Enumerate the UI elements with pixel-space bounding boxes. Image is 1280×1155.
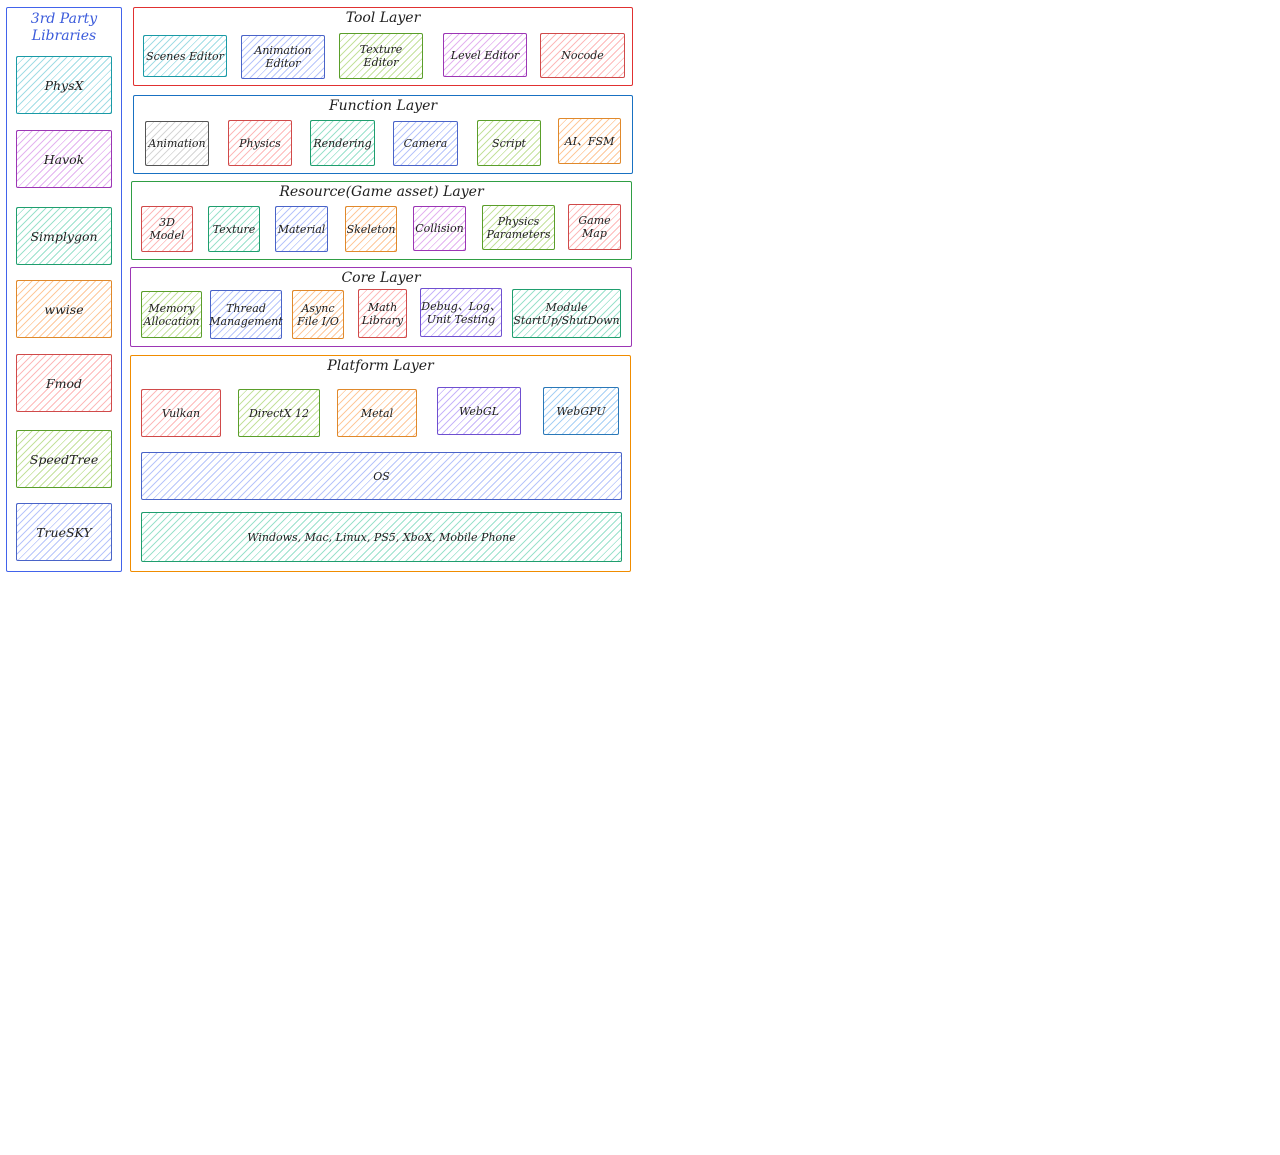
- os-bar: OS: [141, 452, 622, 500]
- api-metal: Metal: [337, 389, 417, 437]
- lib-simplygon: Simplygon: [16, 207, 112, 265]
- function-physics: Physics: [228, 120, 292, 166]
- core-async-file-io: Async File I/O: [292, 290, 344, 339]
- platform-layer-title: Platform Layer: [327, 358, 434, 374]
- function-layer-title: Function Layer: [328, 98, 438, 114]
- tool-layer-title: Tool Layer: [345, 10, 421, 26]
- resource-layer-title: Resource(Game asset) Layer: [279, 184, 484, 200]
- core-debug-log-testing: Debug、Log、 Unit Testing: [420, 288, 502, 337]
- function-camera: Camera: [393, 121, 458, 166]
- function-layer: Function Layer: [133, 95, 633, 174]
- core-memory-allocation: Memory Allocation: [141, 291, 202, 338]
- platform-layer: Platform Layer: [130, 355, 631, 572]
- resource-texture: Texture: [208, 206, 260, 252]
- tool-texture-editor: Texture Editor: [339, 33, 423, 79]
- resource-skeleton: Skeleton: [345, 206, 397, 252]
- lib-truesky: TrueSKY: [16, 503, 112, 561]
- api-webgl: WebGL: [437, 387, 521, 435]
- tool-animation-editor: Animation Editor: [241, 35, 325, 79]
- resource-physics-parameters: Physics Parameters: [482, 205, 555, 250]
- lib-havok: Havok: [16, 130, 112, 188]
- core-thread-management: Thread Management: [209, 290, 283, 339]
- function-animation: Animation: [145, 121, 209, 166]
- core-module-startup: Module StartUp/ShutDown: [512, 289, 621, 338]
- third-party-libraries-panel: 3rd Party Libraries: [6, 7, 122, 572]
- tool-scenes-editor: Scenes Editor: [143, 35, 227, 77]
- lib-physx: PhysX: [16, 56, 112, 114]
- tool-layer: Tool Layer: [133, 7, 633, 86]
- third-party-title: 3rd Party Libraries: [30, 11, 98, 44]
- core-layer: Core Layer: [130, 267, 632, 347]
- resource-game-map: Game Map: [568, 204, 621, 250]
- api-vulkan: Vulkan: [141, 389, 221, 437]
- resource-material: Material: [275, 206, 328, 252]
- api-webgpu: WebGPU: [543, 387, 619, 435]
- tool-level-editor: Level Editor: [443, 33, 527, 77]
- lib-fmod: Fmod: [16, 354, 112, 412]
- core-math-library: Math Library: [358, 289, 407, 338]
- resource-3d-model: 3D Model: [141, 206, 193, 252]
- function-ai-fsm: AI、FSM: [558, 118, 621, 164]
- platforms-bar: Windows, Mac, Linux, PS5, XboX, Mobile P…: [141, 512, 622, 562]
- resource-collision: Collision: [413, 206, 466, 251]
- lib-wwise: wwise: [16, 280, 112, 338]
- resource-layer: Resource(Game asset) Layer: [131, 181, 632, 260]
- api-directx: DirectX 12: [238, 389, 320, 437]
- tool-nocode: Nocode: [540, 33, 625, 78]
- function-script: Script: [477, 120, 541, 166]
- function-rendering: Rendering: [310, 120, 375, 166]
- lib-speedtree: SpeedTree: [16, 430, 112, 488]
- core-layer-title: Core Layer: [341, 270, 421, 286]
